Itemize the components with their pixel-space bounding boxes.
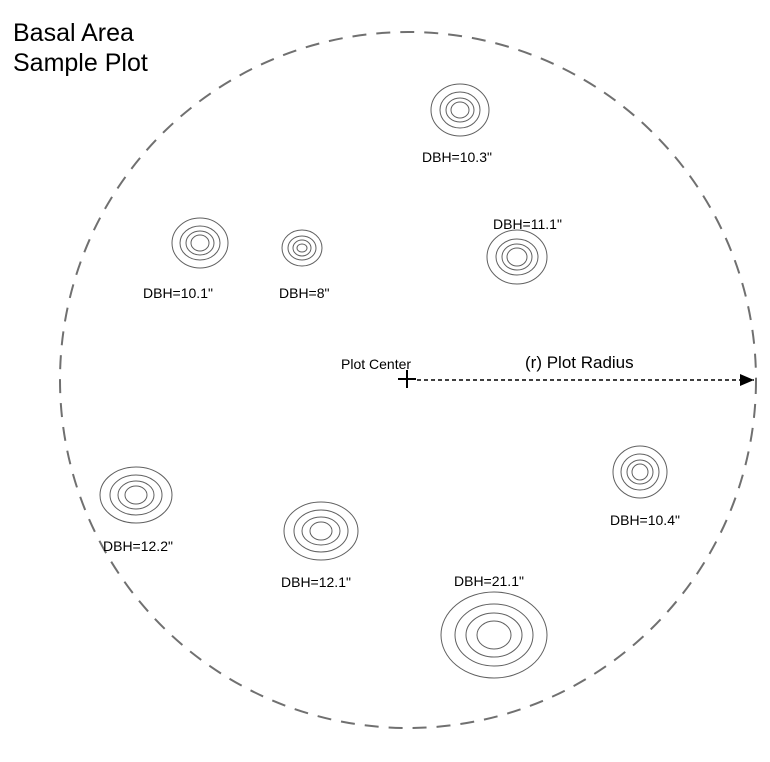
tree-dbh-label: DBH=12.2" [103,538,173,554]
tree-rings [441,592,547,678]
tree-rings [284,502,358,560]
tree-rings [172,218,228,268]
tree-rings [613,446,667,498]
plot-radius-arrow [417,374,754,386]
plot-radius-label: (r) Plot Radius [525,353,634,373]
tree-rings [431,84,489,136]
plot-center-label: Plot Center [341,356,411,372]
plot-center-cross [398,370,416,388]
tree-dbh-label: DBH=8" [279,285,330,301]
tree-dbh-label: DBH=21.1" [454,573,524,589]
tree-dbh-label: DBH=10.3" [422,149,492,165]
plot-diagram [0,0,770,762]
tree-dbh-label: DBH=12.1" [281,574,351,590]
tree-dbh-label: DBH=10.4" [610,512,680,528]
tree-rings [282,230,322,266]
tree-dbh-label: DBH=10.1" [143,285,213,301]
tree-rings [487,230,547,284]
tree-dbh-label: DBH=11.1" [493,216,562,232]
trees-layer [100,84,667,678]
tree-rings [100,467,172,523]
